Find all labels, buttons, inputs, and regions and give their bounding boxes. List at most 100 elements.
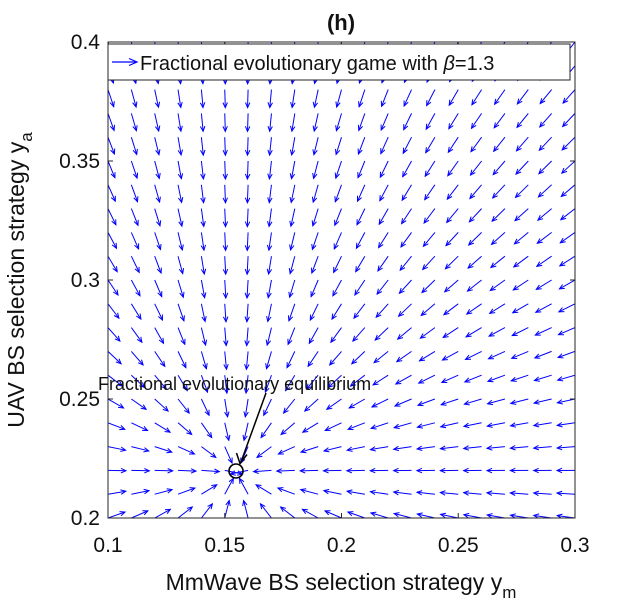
vector-arrow-head (206, 432, 213, 439)
vector-arrow (154, 113, 160, 132)
vector-arrow-head (469, 169, 476, 177)
equilibrium-marker (228, 463, 244, 479)
vector-arrow (332, 279, 342, 297)
vector-arrow (224, 208, 227, 227)
vector-arrow (510, 422, 529, 427)
vector-arrow (420, 327, 436, 339)
vector-arrow-head (373, 357, 380, 364)
vector-arrow-head (144, 468, 151, 474)
vector-arrow-head (200, 268, 207, 276)
vector-arrow (177, 160, 182, 179)
vector-arrow (108, 398, 124, 409)
vector-arrow (355, 255, 366, 272)
vector-arrow-head (199, 102, 206, 109)
vector-arrow (347, 422, 366, 430)
vector-arrow-head (120, 489, 128, 495)
vector-arrow-head (289, 149, 296, 157)
vector-arrow-head (267, 221, 273, 228)
x-tick-label: 0.25 (438, 534, 479, 557)
vector-arrow-head (396, 333, 404, 340)
vector-arrow-head (244, 173, 251, 181)
vector-arrow-head (375, 311, 382, 319)
vector-arrow-head (439, 490, 446, 496)
vector-arrow-head (470, 146, 477, 153)
vector-arrow (290, 160, 296, 179)
vector-arrow (465, 327, 482, 338)
vector-arrow (313, 137, 319, 155)
vector-arrow-head (532, 490, 540, 497)
vector-arrow (562, 89, 575, 104)
vector-arrow-head (244, 221, 251, 228)
vector-arrow-head (252, 468, 259, 474)
vector-arrow (285, 374, 296, 391)
vector-arrow-head (140, 404, 148, 410)
vector-arrow-head (486, 422, 493, 428)
vector-arrow-head (113, 312, 120, 320)
vector-arrow (401, 184, 412, 201)
vector-arrow-head (334, 172, 340, 180)
vector-arrow (224, 232, 227, 251)
vector-arrow-head (299, 488, 307, 494)
vector-arrow-head (485, 467, 493, 474)
vector-arrow (304, 398, 319, 412)
vector-arrow (370, 422, 389, 429)
vector-arrow-head (222, 245, 229, 252)
vector-arrow (306, 374, 319, 390)
vector-arrow-head (423, 217, 430, 224)
annotation-label: Fractional evolutionary equilibrium (98, 374, 371, 394)
x-tick-label: 0.15 (204, 534, 245, 557)
vector-arrow (230, 469, 249, 475)
vector-arrow-head (420, 310, 427, 317)
vector-arrow-head (222, 197, 228, 205)
vector-arrow (557, 446, 575, 449)
vector-arrow-head (335, 148, 341, 156)
vector-arrow (243, 422, 249, 441)
vector-arrow-head (372, 380, 379, 386)
vector-arrow-head (182, 385, 188, 392)
vector-arrow (224, 303, 227, 322)
vector-arrow (393, 446, 412, 450)
vector-arrow (253, 469, 272, 473)
vector-arrow (513, 279, 529, 291)
vector-arrow-head (132, 125, 138, 132)
vector-arrow-head (299, 448, 307, 454)
vector-arrow (177, 279, 184, 298)
vector-arrow (557, 398, 575, 404)
vector-arrow-head (143, 447, 150, 453)
vector-arrow (535, 327, 552, 336)
vector-arrow (357, 137, 366, 155)
vector-arrow-head (416, 512, 423, 518)
vector-arrow-head (556, 376, 564, 382)
vector-arrow (558, 327, 575, 336)
vector-arrow (425, 136, 436, 153)
vector-arrow-head (267, 102, 273, 109)
vector-arrow (557, 350, 575, 358)
vector-arrow (239, 478, 249, 495)
vector-arrow (224, 327, 227, 346)
vector-arrow (224, 160, 226, 180)
vector-arrow (510, 492, 529, 495)
vector-arrow-head (439, 423, 447, 429)
vector-arrow-head (243, 411, 249, 419)
vector-arrow (177, 506, 193, 518)
vector-arrow (403, 113, 412, 130)
vector-arrow-head (190, 468, 198, 474)
vector-arrow (323, 446, 342, 452)
vector-arrow-head (243, 387, 250, 395)
vector-arrow (516, 113, 529, 128)
vector-arrow (224, 279, 227, 298)
vector-arrow (200, 208, 205, 227)
vector-arrow (418, 374, 436, 384)
vector-arrow (325, 422, 342, 431)
vector-arrow-head (119, 425, 126, 431)
vector-arrow-head (471, 99, 477, 106)
vector-arrow-head (307, 360, 314, 368)
vector-arrow-head (416, 423, 423, 429)
vector-arrow-head (222, 102, 228, 109)
vector-arrow (402, 136, 412, 154)
vector-arrow (291, 89, 296, 108)
vector-arrow (286, 351, 296, 368)
vector-arrow-head (312, 101, 319, 109)
vector-arrow-head (157, 314, 164, 322)
vector-arrow-head (369, 511, 377, 517)
